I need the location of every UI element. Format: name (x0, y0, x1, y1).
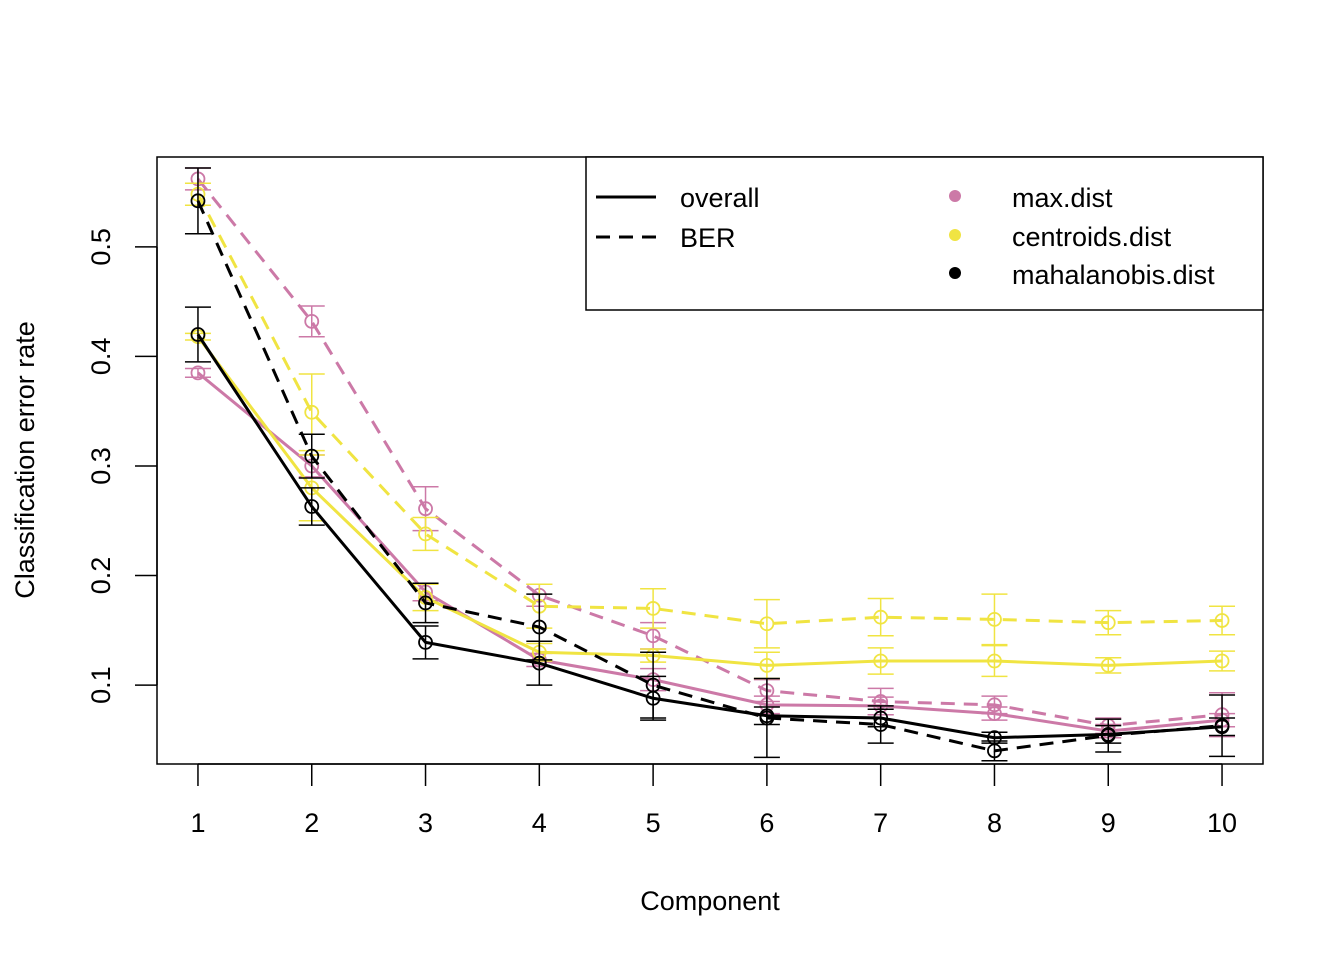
series-line (196, 333, 1223, 740)
y-tick-label: 0.2 (86, 557, 116, 595)
legend-label-overall: overall (680, 183, 760, 213)
x-tick-label: 8 (987, 808, 1002, 838)
data-point (418, 501, 433, 517)
y-tick-label: 0.3 (86, 447, 116, 485)
data-point (1214, 718, 1230, 734)
data-point (1214, 613, 1230, 628)
legend-box (585, 156, 1264, 311)
data-point (645, 628, 661, 644)
x-tick-label: 7 (873, 808, 888, 838)
y-tick-label: 0.5 (86, 228, 116, 266)
legend-label-ber: BER (680, 223, 736, 253)
x-tick-label: 1 (190, 808, 205, 838)
data-point (531, 619, 547, 635)
x-axis-label: Component (640, 886, 780, 916)
legend-label-centroids-dist: centroids.dist (1012, 222, 1172, 252)
x-tick-label: 6 (759, 808, 774, 838)
legend-label-max-dist: max.dist (1012, 183, 1113, 213)
legend-label-mahalanobis-dist: mahalanobis.dist (1012, 260, 1215, 290)
data-point (873, 609, 889, 625)
legend: overall BER max.dist centroids.dist maha… (585, 156, 1264, 311)
data-point (1100, 728, 1116, 743)
data-point (645, 677, 661, 693)
data-point (1100, 657, 1116, 673)
series-line (196, 193, 1223, 626)
data-point (418, 526, 433, 542)
data-point (304, 313, 320, 329)
data-point (418, 595, 433, 611)
x-axis: 1 2 3 4 5 6 7 8 9 10 (190, 763, 1237, 838)
series-layer (184, 167, 1236, 762)
data-point (304, 448, 320, 464)
series-line (196, 200, 1223, 753)
data-point (873, 717, 889, 732)
x-tick-label: 9 (1101, 808, 1116, 838)
data-point (1214, 653, 1230, 669)
series-ber-mahalanobis-dist (184, 167, 1236, 762)
data-point (873, 653, 889, 669)
data-point (759, 710, 775, 726)
data-point (645, 601, 661, 616)
data-point (190, 327, 206, 342)
series-ber-centroids-dist (184, 182, 1236, 649)
data-point (987, 611, 1002, 627)
data-point (190, 193, 206, 209)
data-point (418, 634, 433, 650)
data-point (190, 365, 206, 381)
data-point (759, 657, 775, 673)
data-point (759, 616, 775, 632)
x-tick-label: 5 (646, 808, 661, 838)
y-tick-label: 0.1 (86, 666, 116, 704)
data-point (987, 743, 1002, 759)
legend-dot-centroids-dist (949, 229, 961, 241)
y-tick-label: 0.4 (86, 338, 116, 376)
x-tick-label: 3 (418, 808, 433, 838)
data-point (304, 499, 320, 514)
series-line (196, 335, 1223, 667)
data-point (987, 653, 1002, 669)
data-point (1100, 615, 1116, 631)
data-point (304, 404, 320, 420)
legend-dot-max-dist (949, 190, 961, 202)
x-tick-label: 10 (1207, 808, 1237, 838)
x-tick-label: 4 (532, 808, 547, 838)
data-point (987, 697, 1002, 713)
legend-dot-mahalanobis-dist (949, 267, 961, 279)
y-axis-label: Classification error rate (10, 321, 40, 599)
x-tick-label: 2 (304, 808, 319, 838)
